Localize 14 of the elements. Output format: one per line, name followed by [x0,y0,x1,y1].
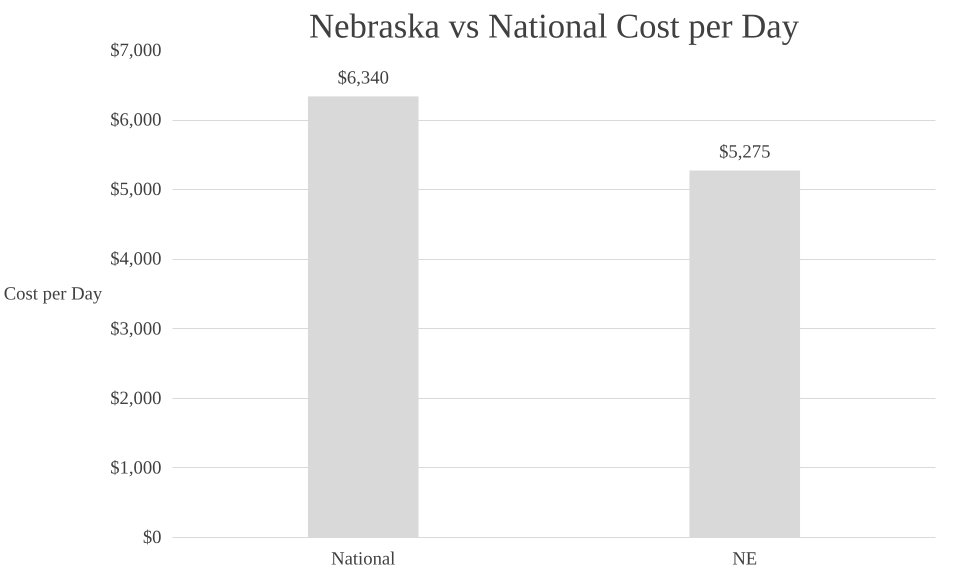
y-tick-label: $3,000 [110,318,162,340]
y-tick-label: $2,000 [110,388,162,409]
y-axis-title: Cost per Day [4,284,103,304]
y-tick-label: $5,000 [110,179,162,200]
y-tick-label: $6,000 [110,110,162,131]
y-tick-label: $4,000 [110,248,162,270]
y-tick-label: $1,000 [110,457,162,478]
y-tick-label: $7,000 [110,40,162,61]
data-label: $6,340 [338,67,389,88]
chart-title: Nebraska vs National Cost per Day [309,8,800,46]
x-tick-label: National [331,548,396,570]
x-tick-label: NE [732,548,758,570]
data-label: $5,275 [719,142,770,163]
y-tick-label: $0 [142,527,162,548]
